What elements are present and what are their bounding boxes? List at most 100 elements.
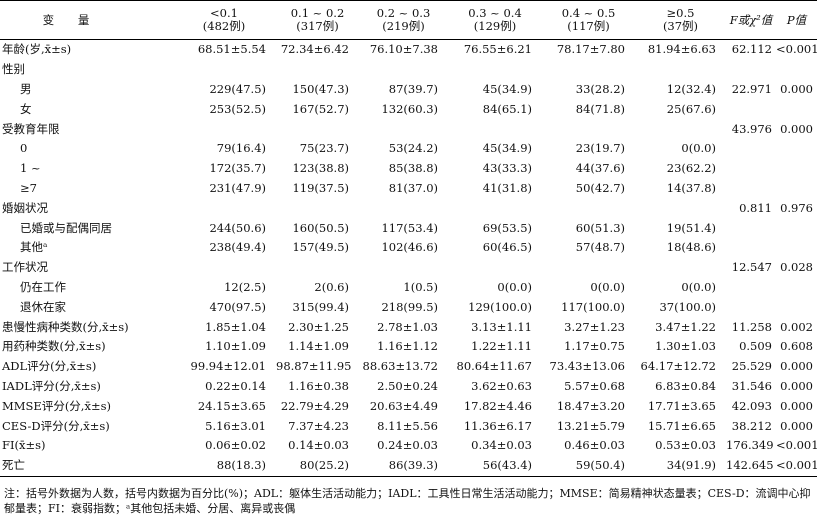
- statistic-cell: 11.258: [731, 319, 772, 334]
- row-label: 患慢性病种类数(分,x̄±s): [2, 319, 129, 334]
- table-row: 患慢性病种类数(分,x̄±s) 1.85±1.04 2.30±1.25 2.78±1.…: [0, 317, 817, 337]
- group-value-cell: 253(52.5): [209, 101, 266, 116]
- group-value-cell: 117(53.4): [381, 220, 438, 235]
- group-value-cell: 18.47±3.20: [556, 398, 625, 413]
- group-value-cell: 88.63±13.72: [362, 359, 438, 374]
- p-value-cell: 0.000: [780, 81, 813, 96]
- group-value-cell: [359, 198, 448, 218]
- group-value-cell: [448, 60, 542, 80]
- group-value-cell: 60(51.3): [575, 220, 625, 235]
- group-value-cell: 1.22±1.11: [471, 339, 532, 354]
- header-group: 0.3 ~ 0.4 (129例): [448, 0, 542, 40]
- header-group: ≥0.5 (37例): [635, 0, 726, 40]
- group-value-cell: [172, 119, 276, 139]
- group-value-cell: 25(67.6): [666, 101, 716, 116]
- group-value-cell: 86(39.3): [359, 455, 448, 477]
- group-value-cell: [172, 198, 276, 218]
- table-row: 退休在家 470(97.5) 315(99.4) 218(99.5) 129(100.0…: [0, 297, 817, 317]
- group-value-cell: 238(49.4): [209, 240, 266, 255]
- p-value-cell: 0.000: [780, 418, 813, 433]
- group-range: <0.1: [210, 6, 238, 20]
- row-label: 已婚或与配偶同居: [20, 220, 112, 235]
- statistic-cell: 25.529: [731, 359, 772, 374]
- table-row: 1 ~ 172(35.7) 123(38.8) 85(38.8) 43(33.3) 44(…: [0, 159, 817, 179]
- group-value-cell: 41(31.8): [482, 180, 532, 195]
- group-count: (117例): [567, 19, 610, 33]
- group-value-cell: 81.94±6.63: [647, 42, 716, 57]
- group-value-cell: 2.78±1.03: [377, 319, 438, 334]
- group-value-cell: [276, 119, 359, 139]
- group-value-cell: 98.87±11.95: [276, 359, 352, 374]
- group-value-cell: 64.17±12.72: [640, 359, 716, 374]
- group-value-cell: 87(39.7): [388, 81, 438, 96]
- group-value-cell: 72.34±6.42: [280, 42, 349, 57]
- group-value-cell: 69(53.5): [482, 220, 532, 235]
- table-row: MMSE评分(分,x̄±s) 24.15±3.65 22.79±4.29 20.63±…: [0, 396, 817, 416]
- group-value-cell: 229(47.5): [209, 81, 266, 96]
- row-label: 婚姻状况: [2, 200, 48, 215]
- group-value-cell: 76.55±6.21: [463, 42, 532, 57]
- table-footnote: 注：括号外数据为人数，括号内数据为百分比(%)；ADL：躯体生活活动能力；IAD…: [4, 487, 811, 515]
- group-value-cell: 13.21±5.79: [556, 418, 625, 433]
- group-range: 0.3 ~ 0.4: [468, 6, 522, 20]
- group-value-cell: 57(48.7): [575, 240, 625, 255]
- group-value-cell: 0(0.0): [590, 279, 625, 294]
- group-value-cell: 88(18.3): [172, 455, 276, 477]
- group-value-cell: 84(71.8): [575, 101, 625, 116]
- p-value-cell: 0.000: [780, 121, 813, 136]
- group-count: (317例): [296, 19, 339, 33]
- table-row: 女 253(52.5) 167(52.7) 132(60.3) 84(65.1) 84(7…: [0, 99, 817, 119]
- group-value-cell: 45(34.9): [482, 81, 532, 96]
- table-row: 仍在工作 12(2.5) 2(0.6) 1(0.5) 0(0.0) 0(0.0) 0(0.0…: [0, 278, 817, 298]
- group-value-cell: 129(100.0): [468, 299, 532, 314]
- table-row: FI(x̄±s) 0.06±0.02 0.14±0.03 0.24±0.03 0.34±…: [0, 436, 817, 456]
- group-value-cell: 79(16.4): [216, 141, 266, 156]
- p-value-cell: 0.000: [780, 398, 813, 413]
- group-value-cell: 0(0.0): [681, 279, 716, 294]
- group-value-cell: 7.37±4.23: [288, 418, 349, 433]
- group-value-cell: 132(60.3): [381, 101, 438, 116]
- group-value-cell: 0(0.0): [497, 279, 532, 294]
- group-value-cell: 14(37.8): [666, 180, 716, 195]
- group-value-cell: 50(42.7): [575, 180, 625, 195]
- row-label: 仍在工作: [20, 279, 66, 294]
- group-value-cell: 33(28.2): [575, 81, 625, 96]
- group-value-cell: [448, 119, 542, 139]
- group-value-cell: 6.83±0.84: [655, 378, 716, 393]
- group-value-cell: 231(47.9): [209, 180, 266, 195]
- p-value-cell: <0.001: [776, 455, 817, 477]
- p-value-cell: [776, 139, 817, 159]
- table-row: ADL评分(分,x̄±s) 99.94±12.01 98.87±11.95 88.63…: [0, 357, 817, 377]
- group-count: (37例): [662, 19, 699, 33]
- group-count: (129例): [473, 19, 517, 33]
- p-value-cell: [776, 60, 817, 80]
- group-value-cell: 73.43±13.06: [549, 359, 625, 374]
- row-label: 1 ~: [20, 161, 41, 176]
- statistic-cell: [726, 139, 776, 159]
- table-row: 婚姻状况 0.811 0.976: [0, 198, 817, 218]
- group-value-cell: [359, 258, 448, 278]
- group-count: (219例): [382, 19, 425, 33]
- row-label: MMSE评分(分,x̄±s): [2, 398, 111, 413]
- group-value-cell: 1.85±1.04: [205, 319, 266, 334]
- statistic-cell: 22.971: [731, 81, 772, 96]
- group-value-cell: 3.47±1.22: [655, 319, 716, 334]
- header-row: 变 量 <0.1 (482例) 0.1 ~ 0.2 (317例) 0.2 ~ 0…: [0, 0, 817, 40]
- statistic-cell: [726, 60, 776, 80]
- group-value-cell: 20.63±4.49: [369, 398, 438, 413]
- data-table: 变 量 <0.1 (482例) 0.1 ~ 0.2 (317例) 0.2 ~ 0…: [0, 0, 817, 477]
- p-value-cell: [776, 159, 817, 179]
- statistic-cell: [726, 99, 776, 119]
- table-row: 受教育年限 43.976 0.000: [0, 119, 817, 139]
- group-count: (482例): [202, 19, 246, 33]
- statistic-cell: 12.547: [731, 260, 772, 275]
- p-value-cell: <0.001: [776, 438, 817, 453]
- group-value-cell: 11.36±6.17: [463, 418, 532, 433]
- statistic-cell: [726, 159, 776, 179]
- group-value-cell: 1.10±1.09: [205, 339, 266, 354]
- group-value-cell: 1.30±1.03: [655, 339, 716, 354]
- group-value-cell: 244(50.6): [209, 220, 266, 235]
- group-value-cell: 81(37.0): [388, 180, 438, 195]
- table-row: 用药种类数(分,x̄±s) 1.10±1.09 1.14±1.09 1.16±1.12…: [0, 337, 817, 357]
- group-value-cell: 1.16±1.12: [377, 339, 438, 354]
